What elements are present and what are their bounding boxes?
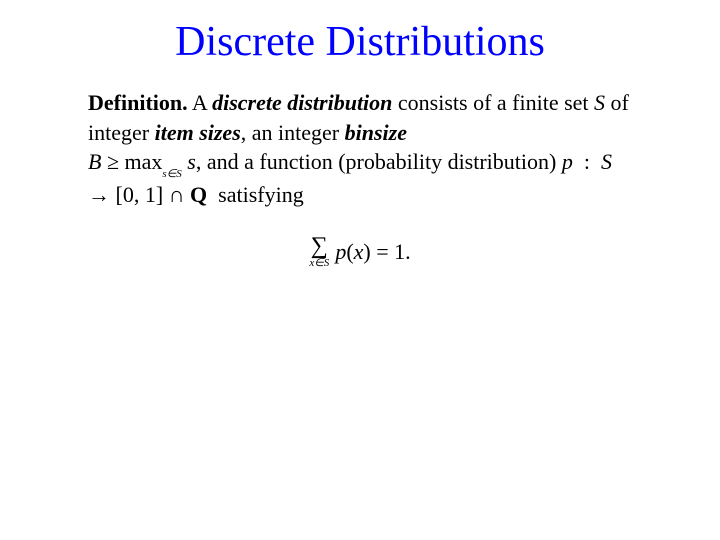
text-consists: consists of a finite set <box>398 90 589 115</box>
word-satisfying: satisfying <box>218 182 304 207</box>
symbol-S: S <box>594 90 605 115</box>
term-discrete-distribution: discrete distribution <box>212 90 392 115</box>
text-and-function: , and a function (probability distributi… <box>196 149 557 174</box>
term-binsize: binsize <box>345 120 407 145</box>
symbol-B: B <box>88 149 101 174</box>
symbol-cap: ∩ <box>169 182 185 207</box>
eq-rparen: ) <box>363 239 370 264</box>
interval: [0, 1] <box>116 182 164 207</box>
symbol-S-domain: S <box>601 149 612 174</box>
eq-lparen: ( <box>346 239 353 264</box>
equation-inline: ∑ x∈S p(x) = 1. <box>309 234 410 269</box>
symbol-geq: ≥ <box>107 149 119 174</box>
eq-p: p <box>335 239 346 264</box>
max-subscript: s∈S <box>162 168 181 180</box>
slide-content: Discrete Distributions Definition. A dis… <box>0 0 720 269</box>
word-max: max <box>125 149 163 174</box>
sigma-symbol: ∑ <box>311 234 328 258</box>
equation-body: p(x) = 1. <box>335 239 410 265</box>
symbol-s-tail: s <box>187 149 196 174</box>
word-a: A <box>192 90 207 115</box>
symbol-arrow: → <box>88 182 110 207</box>
symbol-Q: Q <box>190 182 207 207</box>
sigma-sub-text: x∈S <box>309 257 329 269</box>
equation-sum: ∑ x∈S p(x) = 1. <box>48 233 672 269</box>
text-an-integer: , an integer <box>241 120 339 145</box>
symbol-colon: : <box>584 149 590 174</box>
max-sub-text: s∈S <box>162 168 181 180</box>
sigma-subscript: x∈S <box>309 258 329 269</box>
term-item-sizes: item sizes <box>155 120 241 145</box>
symbol-p: p <box>562 149 573 174</box>
definition-label: Definition. <box>88 90 188 115</box>
page-title: Discrete Distributions <box>48 18 672 66</box>
eq-equals-one: = 1. <box>376 239 410 264</box>
definition-paragraph: Definition. A discrete distribution cons… <box>88 88 632 209</box>
sigma-block: ∑ x∈S <box>309 234 329 269</box>
eq-x: x <box>354 239 364 264</box>
